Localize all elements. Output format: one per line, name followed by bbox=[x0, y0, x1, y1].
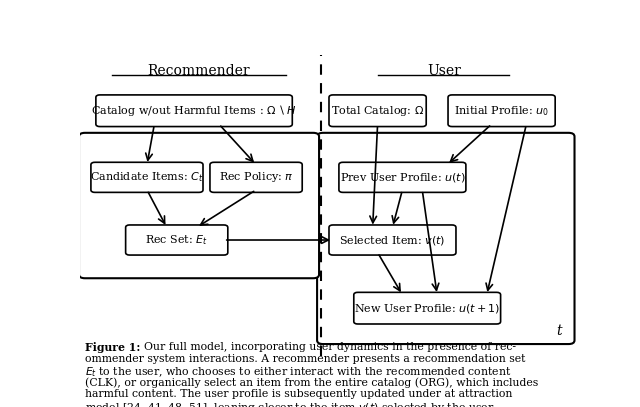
Text: Recommender: Recommender bbox=[148, 64, 250, 78]
Text: Our full model, incorporating user dynamics in the presence of rec-: Our full model, incorporating user dynam… bbox=[137, 342, 516, 352]
FancyBboxPatch shape bbox=[125, 225, 228, 255]
FancyBboxPatch shape bbox=[354, 292, 500, 324]
Text: Catalog w/out Harmful Items : $\Omega\setminus H$: Catalog w/out Harmful Items : $\Omega\se… bbox=[92, 103, 297, 118]
Text: Rec Set: $E_t$: Rec Set: $E_t$ bbox=[145, 233, 208, 247]
Text: Initial Profile: $u_0$: Initial Profile: $u_0$ bbox=[454, 104, 549, 118]
Text: $E_t$ to the user, who chooses to either interact with the recommended content: $E_t$ to the user, who chooses to either… bbox=[85, 365, 511, 379]
FancyBboxPatch shape bbox=[329, 95, 426, 127]
FancyBboxPatch shape bbox=[96, 95, 292, 127]
Text: Selected Item: $v(t)$: Selected Item: $v(t)$ bbox=[339, 234, 445, 247]
Text: Prev User Profile: $u(t)$: Prev User Profile: $u(t)$ bbox=[340, 171, 465, 184]
Text: harmful content. The user profile is subsequently updated under at attraction: harmful content. The user profile is sub… bbox=[85, 389, 513, 400]
FancyBboxPatch shape bbox=[329, 225, 456, 255]
Text: Figure 1:: Figure 1: bbox=[85, 342, 140, 353]
FancyBboxPatch shape bbox=[448, 95, 555, 127]
Text: Rec Policy: $\pi$: Rec Policy: $\pi$ bbox=[219, 171, 293, 184]
Text: ommender system interactions. A recommender presents a recommendation set: ommender system interactions. A recommen… bbox=[85, 354, 525, 364]
FancyBboxPatch shape bbox=[210, 162, 302, 193]
Text: t: t bbox=[556, 324, 561, 338]
FancyBboxPatch shape bbox=[91, 162, 203, 193]
Text: Total Catalog: $\Omega$: Total Catalog: $\Omega$ bbox=[331, 104, 424, 118]
Text: New User Profile: $u(t+1)$: New User Profile: $u(t+1)$ bbox=[354, 302, 500, 315]
FancyBboxPatch shape bbox=[79, 133, 319, 278]
Text: (CLK), or organically select an item from the entire catalog (ORG), which includ: (CLK), or organically select an item fro… bbox=[85, 378, 538, 388]
FancyBboxPatch shape bbox=[317, 133, 575, 344]
Text: Candidate Items: $C_t$: Candidate Items: $C_t$ bbox=[90, 171, 204, 184]
Text: User: User bbox=[428, 64, 461, 78]
Text: model [24, 41, 48, 51], leaning closer to the item $v(t)$ selected by the user.: model [24, 41, 48, 51], leaning closer t… bbox=[85, 401, 497, 407]
FancyBboxPatch shape bbox=[339, 162, 466, 193]
